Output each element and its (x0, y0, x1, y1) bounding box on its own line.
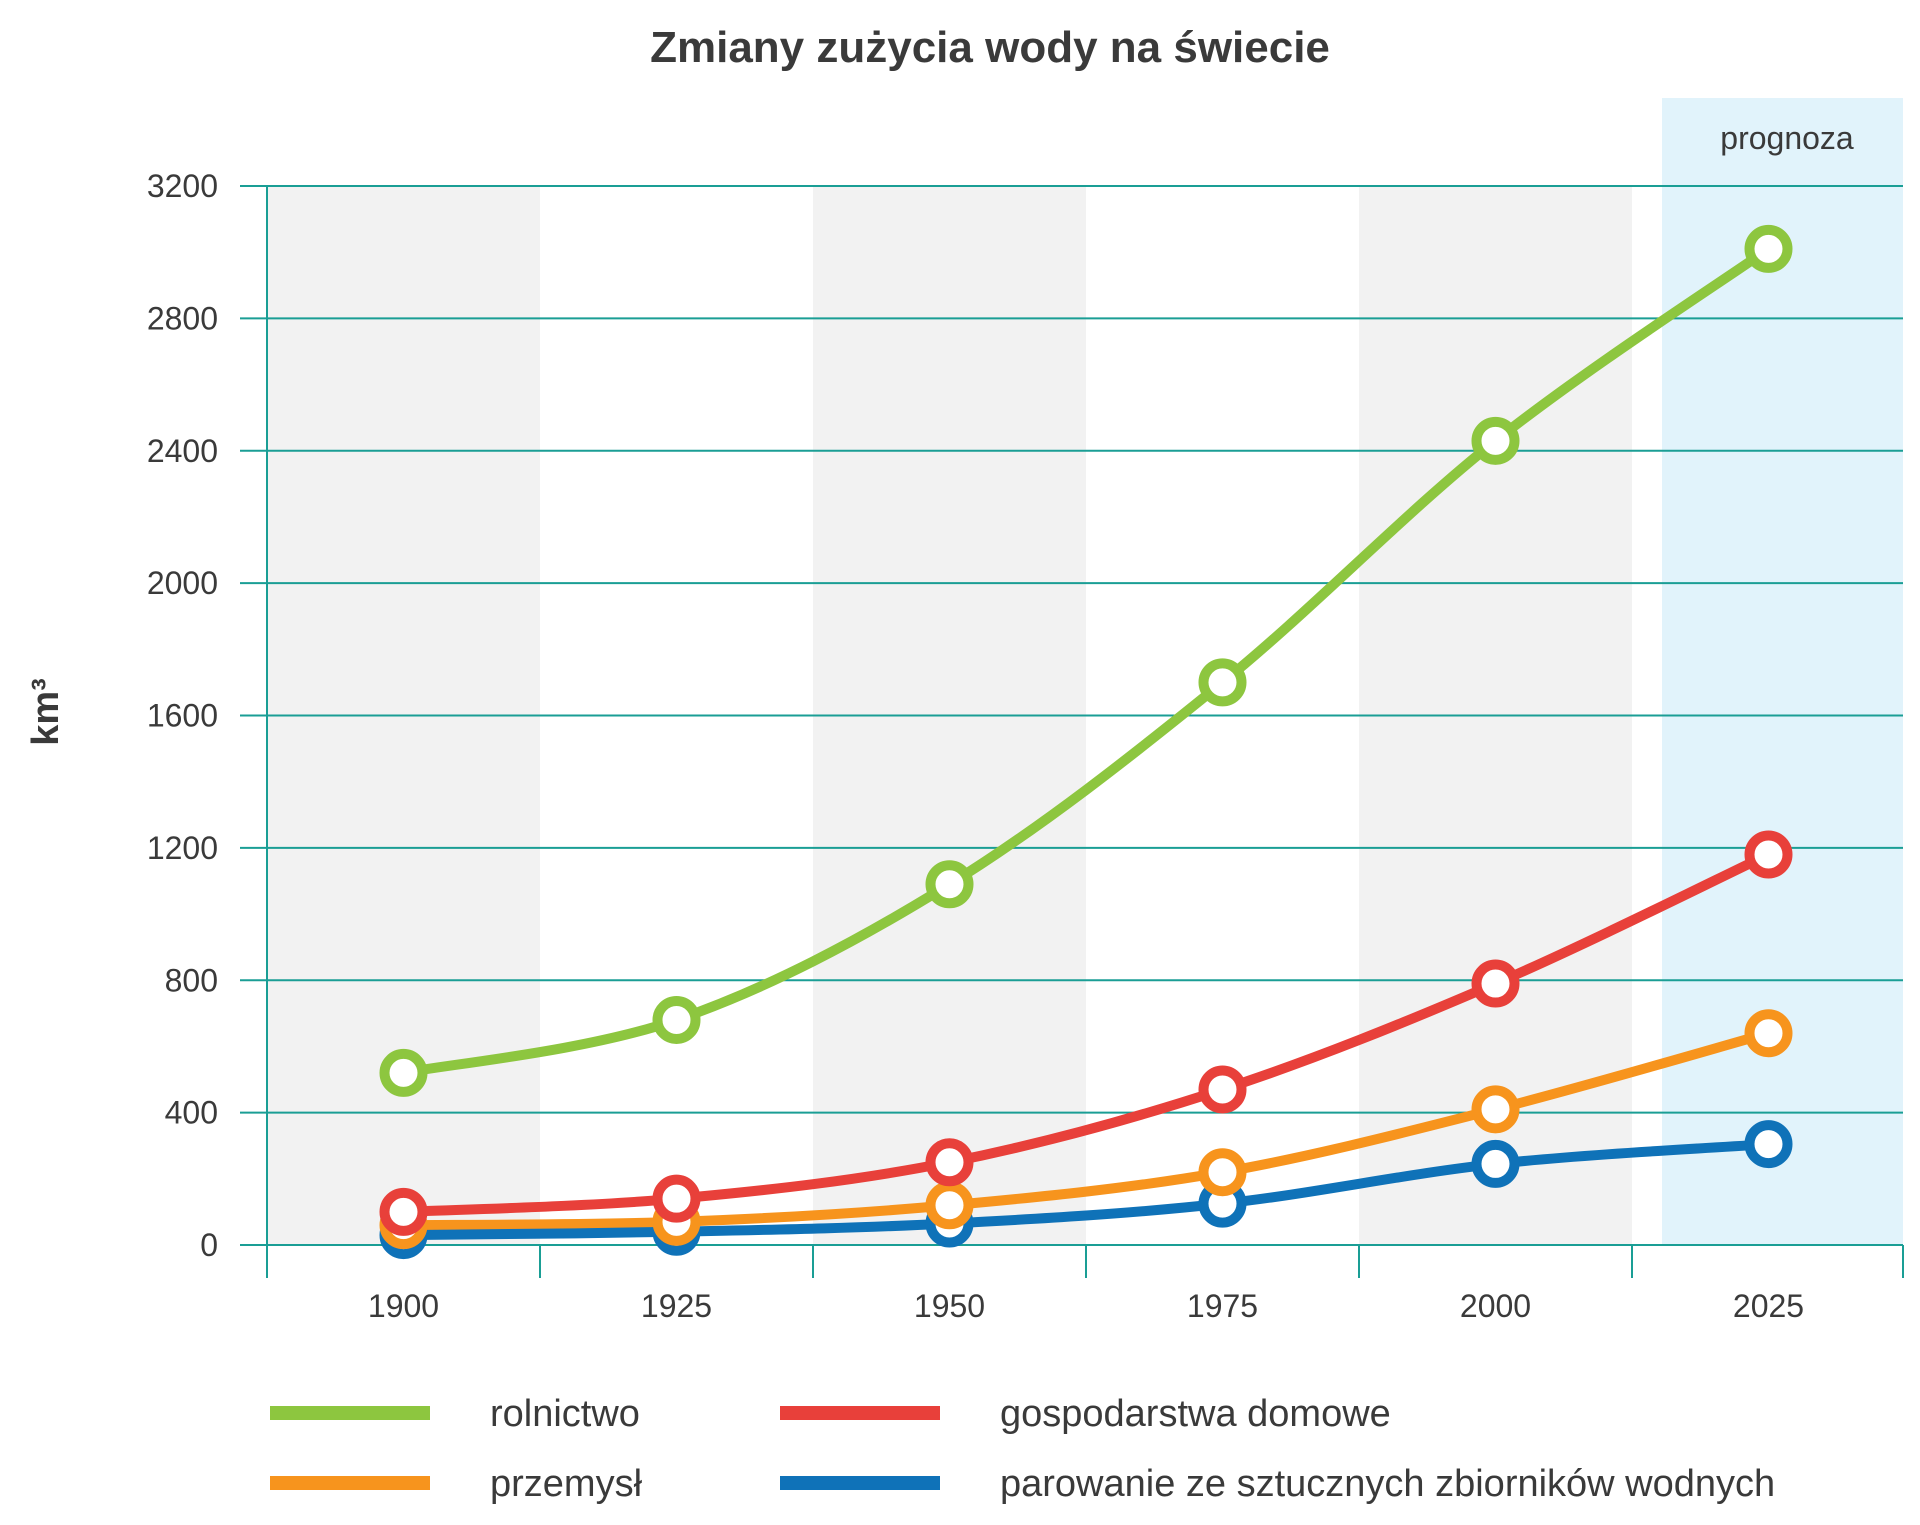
data-point (1471, 416, 1520, 465)
y-tick-label: 1600 (147, 698, 218, 734)
data-point (1744, 1120, 1793, 1169)
data-point (652, 1174, 701, 1223)
data-point (1744, 1009, 1793, 1058)
series-points (379, 224, 1793, 1260)
legend-label: rolnictwo (490, 1393, 640, 1435)
data-point (1198, 658, 1247, 707)
data-point (652, 995, 701, 1044)
data-point (1471, 1085, 1520, 1134)
y-tick-label: 2400 (147, 433, 218, 469)
x-tick-label: 2025 (1733, 1288, 1804, 1324)
y-tick-label: 800 (165, 962, 218, 998)
x-tick-labels: 1900 1925 1950 1975 2000 2025 (368, 1288, 1804, 1324)
y-tick-label: 3200 (147, 168, 218, 204)
x-tick-label: 2000 (1460, 1288, 1531, 1324)
series-line (398, 1139, 1774, 1241)
gridlines (240, 185, 1903, 1246)
legend-label: przemysł (490, 1463, 643, 1505)
series-line (398, 1028, 1774, 1231)
legend-label: gospodarstwa domowe (1000, 1393, 1391, 1435)
series-line (398, 849, 1774, 1217)
y-tick-label: 2000 (147, 565, 218, 601)
legend: rolnictwo gospodarstwa domowe przemysł paro… (270, 1393, 1775, 1505)
data-point (1471, 1139, 1520, 1188)
data-point (1198, 1148, 1247, 1197)
legend-label: parowanie ze sztucznych zbiorników wodny… (1000, 1463, 1775, 1505)
data-point (1744, 830, 1793, 879)
y-tick-label: 0 (200, 1227, 218, 1263)
x-tick-label: 1975 (1187, 1288, 1258, 1324)
y-tick-labels: 0 400 800 1200 1600 2000 2400 2800 3200 (147, 168, 218, 1263)
x-tick-label: 1950 (914, 1288, 985, 1324)
data-point (925, 860, 974, 909)
data-point (925, 1138, 974, 1187)
data-point (1471, 959, 1520, 1008)
data-point (925, 1181, 974, 1230)
forecast-region (1662, 98, 1903, 1245)
forecast-label: prognoza (1720, 120, 1854, 156)
chart-title: Zmiany zużycia wody na świecie (650, 23, 1330, 72)
data-point (1744, 224, 1793, 273)
y-tick-label: 2800 (147, 300, 218, 336)
x-tick-label: 1900 (368, 1288, 439, 1324)
y-tick-label: 400 (165, 1095, 218, 1131)
axes (266, 186, 1904, 1278)
y-tick-label: 1200 (147, 830, 218, 866)
data-point (379, 1048, 428, 1097)
data-point (379, 1187, 428, 1236)
y-axis-label: km³ (25, 678, 67, 746)
data-point (1198, 1065, 1247, 1114)
x-tick-label: 1925 (641, 1288, 712, 1324)
